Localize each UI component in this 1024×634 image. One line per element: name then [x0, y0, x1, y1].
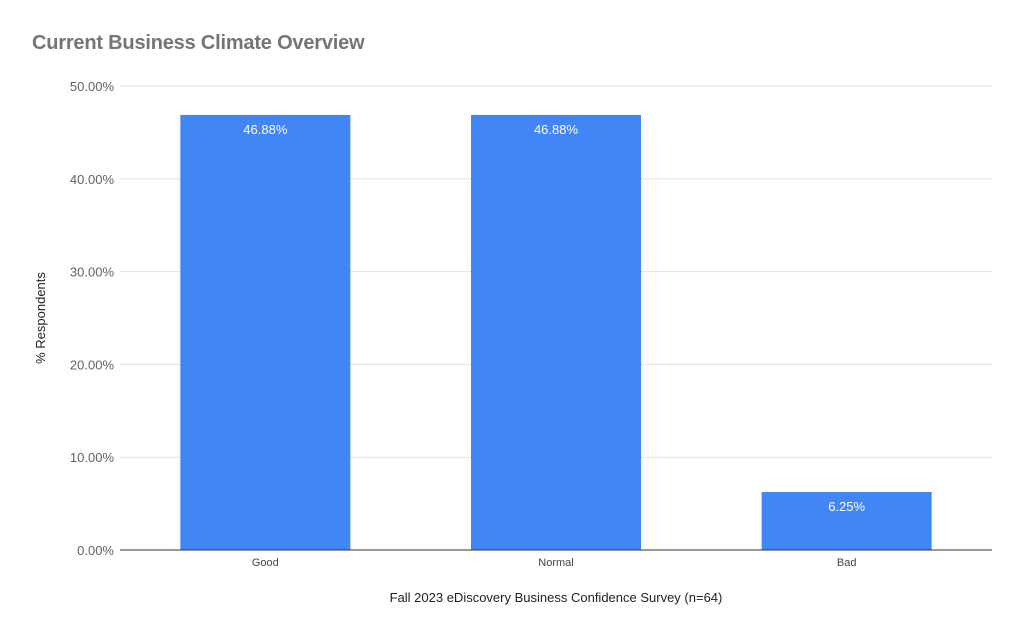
- x-axis-categories: Good Normal Bad: [252, 557, 857, 569]
- y-tick-label: 0.00%: [77, 543, 114, 558]
- bar-good: [180, 114, 351, 550]
- bar-normal: [471, 114, 641, 550]
- x-category-label: Good: [252, 557, 279, 569]
- y-tick-label: 30.00%: [70, 265, 115, 280]
- x-category-label: Bad: [837, 557, 857, 569]
- y-tick-label: 40.00%: [70, 172, 115, 187]
- data-label: 46.88%: [243, 122, 288, 137]
- data-label: 6.25%: [828, 499, 865, 514]
- y-tick-label: 50.00%: [70, 79, 115, 94]
- y-tick-label: 20.00%: [70, 357, 115, 372]
- x-category-label: Normal: [538, 557, 573, 569]
- y-axis-title: % Respondents: [33, 272, 48, 364]
- x-axis-title: Fall 2023 eDiscovery Business Confidence…: [390, 590, 723, 605]
- y-tick-label: 10.00%: [70, 450, 115, 465]
- bars: 46.88% 46.88% 6.25%: [180, 114, 932, 550]
- chart-title: Current Business Climate Overview: [32, 32, 365, 54]
- y-axis-ticks: 0.00% 10.00% 20.00% 30.00% 40.00% 50.00%: [70, 79, 115, 558]
- bar-bad: [761, 492, 932, 550]
- data-label: 46.88%: [534, 122, 579, 137]
